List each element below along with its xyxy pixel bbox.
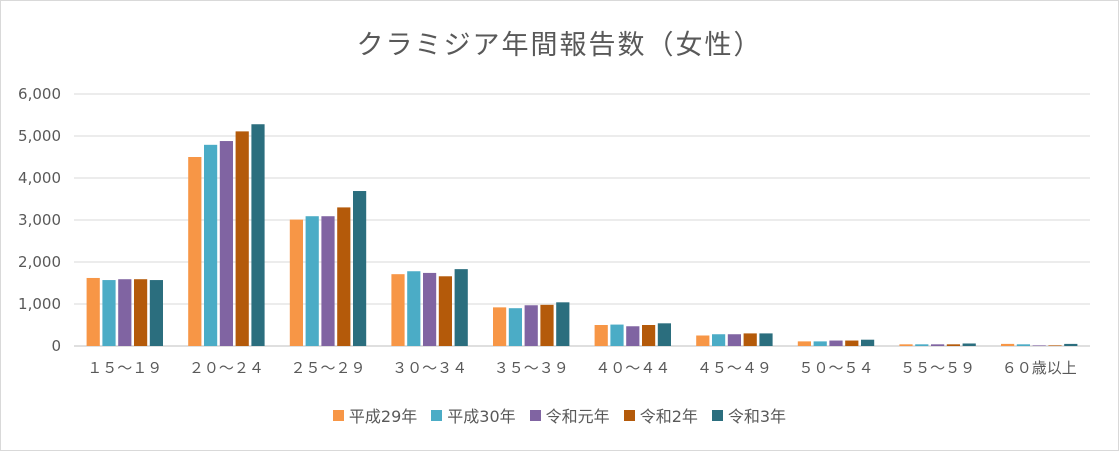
bar	[610, 324, 624, 346]
bar	[423, 272, 437, 346]
bar	[813, 341, 827, 346]
bar	[845, 340, 859, 346]
legend-swatch	[711, 409, 723, 421]
bar	[493, 307, 507, 346]
bar	[594, 325, 608, 346]
bar	[1001, 343, 1015, 346]
bar	[188, 157, 202, 346]
bar	[337, 207, 351, 346]
bar	[712, 334, 726, 346]
bar	[556, 302, 570, 346]
legend-label: 令和3年	[727, 407, 787, 426]
bar	[524, 305, 538, 346]
legend-label: 平成29年	[348, 407, 418, 426]
legend-item: 令和元年	[529, 403, 610, 427]
bar	[1064, 343, 1078, 346]
bar	[626, 326, 640, 346]
x-tick-label: ３０〜３４	[392, 359, 467, 377]
x-tick-label: ２５〜２９	[290, 359, 365, 377]
x-tick-label: ２０〜２４	[189, 359, 264, 377]
x-tick-label: ４５〜４９	[697, 359, 772, 377]
bar	[118, 279, 132, 346]
bar	[642, 325, 656, 346]
bar	[321, 216, 335, 346]
bar	[149, 280, 163, 346]
bar	[289, 219, 303, 346]
bar	[915, 344, 929, 346]
bar	[235, 131, 249, 346]
bar	[696, 335, 710, 346]
bar	[743, 333, 757, 346]
bar	[134, 279, 148, 346]
bar	[353, 191, 367, 346]
bar	[759, 333, 773, 346]
y-tick-label: 2,000	[18, 253, 61, 271]
legend-swatch	[529, 409, 541, 421]
bar	[946, 344, 960, 346]
bar	[861, 339, 875, 346]
bar	[962, 343, 976, 346]
bar	[86, 277, 100, 346]
bar	[727, 334, 741, 346]
y-tick-label: 5,000	[18, 127, 61, 145]
y-tick-label: 6,000	[18, 85, 61, 103]
bar	[251, 124, 265, 347]
legend-swatch	[431, 409, 443, 421]
bar	[204, 144, 218, 346]
x-tick-label: ４０〜４４	[595, 359, 670, 377]
legend-swatch	[332, 409, 344, 421]
bar	[1016, 344, 1030, 346]
bar	[102, 280, 116, 346]
bar	[508, 308, 522, 346]
bar	[797, 341, 811, 346]
x-tick-label: ３５〜３９	[494, 359, 569, 377]
y-tick-label: 3,000	[18, 211, 61, 229]
chart-title: クラミジア年間報告数（女性）	[356, 30, 763, 61]
bar	[540, 304, 554, 346]
bar	[391, 274, 405, 346]
bar	[407, 271, 421, 346]
bar	[931, 344, 945, 346]
bar	[899, 344, 913, 346]
x-tick-label: ５５〜５９	[900, 359, 975, 377]
bar	[657, 323, 671, 346]
bar	[438, 276, 452, 346]
legend-label: 平成30年	[447, 407, 516, 426]
legend-item: 令和2年	[623, 403, 698, 427]
x-tick-label: １５〜１９	[87, 359, 162, 377]
bar	[829, 340, 843, 346]
legend-item: 令和3年	[711, 403, 787, 427]
legend-label: 令和2年	[639, 407, 698, 426]
x-tick-label: ５０〜５４	[798, 359, 873, 377]
y-tick-label: 0	[51, 337, 61, 355]
bar	[219, 141, 233, 346]
x-tick-label: ６０歳以上	[1002, 359, 1077, 377]
bar	[1032, 345, 1046, 346]
y-tick-label: 1,000	[18, 295, 61, 313]
legend-label: 令和元年	[545, 407, 610, 426]
bar	[1048, 345, 1062, 346]
legend-item: 平成29年	[332, 403, 418, 427]
legend-swatch	[623, 409, 635, 421]
chart-legend: 平成29年 平成30年 令和元年 令和2年 令和3年	[1, 403, 1118, 427]
legend-item: 平成30年	[431, 403, 516, 427]
y-tick-label: 4,000	[18, 169, 61, 187]
bar	[305, 216, 319, 346]
bar	[454, 269, 468, 346]
